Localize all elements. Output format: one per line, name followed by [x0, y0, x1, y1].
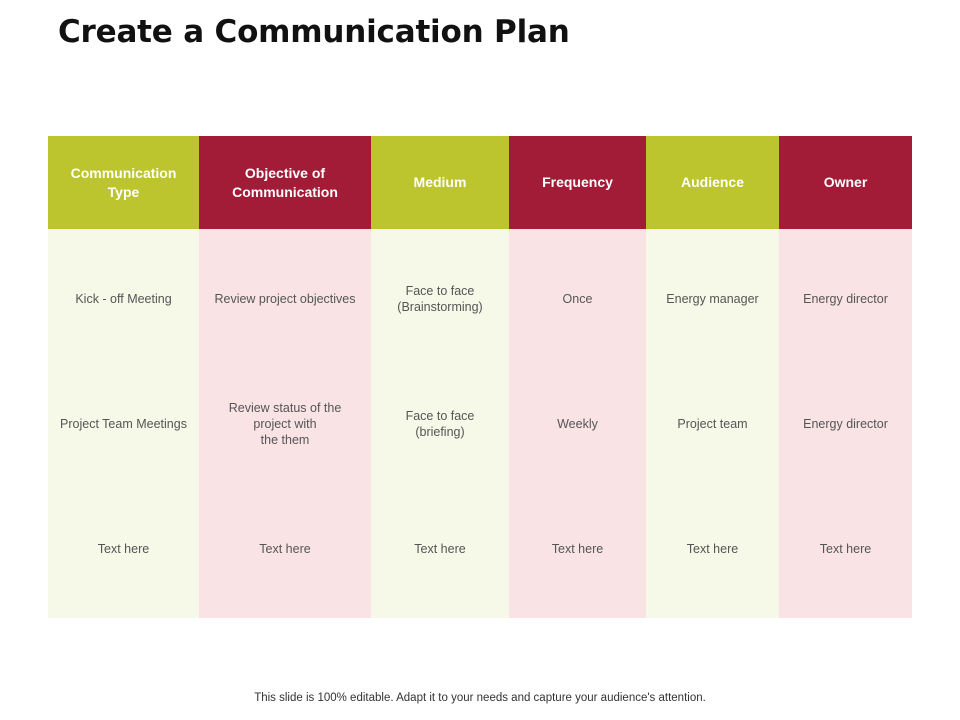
- table-cell-text: Face to face (Brainstorming): [397, 284, 483, 314]
- table-cell-text: Review status of the project with the th…: [228, 401, 342, 447]
- table-cell: Review status of the project with the th…: [199, 369, 371, 479]
- table-cell: Text here: [509, 479, 646, 618]
- table-cell: Review project objectives: [199, 229, 371, 369]
- communication-plan-table: Communication Type Objective of Communica…: [48, 136, 912, 618]
- table-cell: Text here: [371, 479, 509, 618]
- column-header: Frequency: [509, 136, 646, 229]
- table-cell: Face to face (briefing): [371, 369, 509, 479]
- table-cell-text: Once: [562, 292, 593, 306]
- table-cell: Text here: [199, 479, 371, 618]
- table-cell: Project Team Meetings: [48, 369, 199, 479]
- table-cell-text: Text here: [551, 541, 604, 556]
- table-cell-text: Project team: [677, 417, 748, 431]
- column-header: Communication Type: [48, 136, 199, 229]
- table-cell-text: Face to face (briefing): [405, 409, 475, 439]
- column-header: Owner: [779, 136, 912, 229]
- table-cell-text: Text here: [819, 541, 872, 556]
- table-cell-text: Text here: [686, 541, 739, 556]
- table-cell-text: Text here: [259, 541, 311, 556]
- table-cell: Text here: [779, 479, 912, 618]
- footer-note: This slide is 100% editable. Adapt it to…: [254, 692, 706, 704]
- table-cell: Once: [509, 229, 646, 369]
- table-cell: Text here: [646, 479, 779, 618]
- table-cell: Energy director: [779, 369, 912, 479]
- column-header-label: Objective of Communication: [232, 164, 338, 200]
- column-header: Objective of Communication: [199, 136, 371, 229]
- table-cell-text: Project Team Meetings: [60, 417, 187, 431]
- table-cell: Project team: [646, 369, 779, 479]
- table-cell-text: Energy manager: [666, 292, 759, 306]
- table-cell: Energy director: [779, 229, 912, 369]
- column-header-label: Communication Type: [70, 164, 177, 200]
- table-cell-text: Energy director: [803, 417, 888, 431]
- page-title: Create a Communication Plan: [58, 14, 570, 50]
- table-cell: Weekly: [509, 369, 646, 479]
- column-header-label: Owner: [823, 174, 868, 190]
- table-cell-text: Energy director: [803, 292, 888, 306]
- table-cell-text: Text here: [414, 541, 466, 556]
- table-cell-text: Kick - off Meeting: [75, 292, 172, 306]
- table-cell-text: Review project objectives: [214, 292, 356, 306]
- column-header: Medium: [371, 136, 509, 229]
- table-cell: Face to face (Brainstorming): [371, 229, 509, 369]
- column-header-label: Audience: [680, 174, 744, 190]
- table-cell-text: Text here: [97, 541, 150, 556]
- table-cell: Text here: [48, 479, 199, 618]
- column-header: Audience: [646, 136, 779, 229]
- table-cell-text: Weekly: [557, 417, 598, 431]
- table-cell: Energy manager: [646, 229, 779, 369]
- table-cell: Kick - off Meeting: [48, 229, 199, 369]
- column-header-label: Medium: [413, 174, 467, 190]
- column-header-label: Frequency: [542, 174, 613, 190]
